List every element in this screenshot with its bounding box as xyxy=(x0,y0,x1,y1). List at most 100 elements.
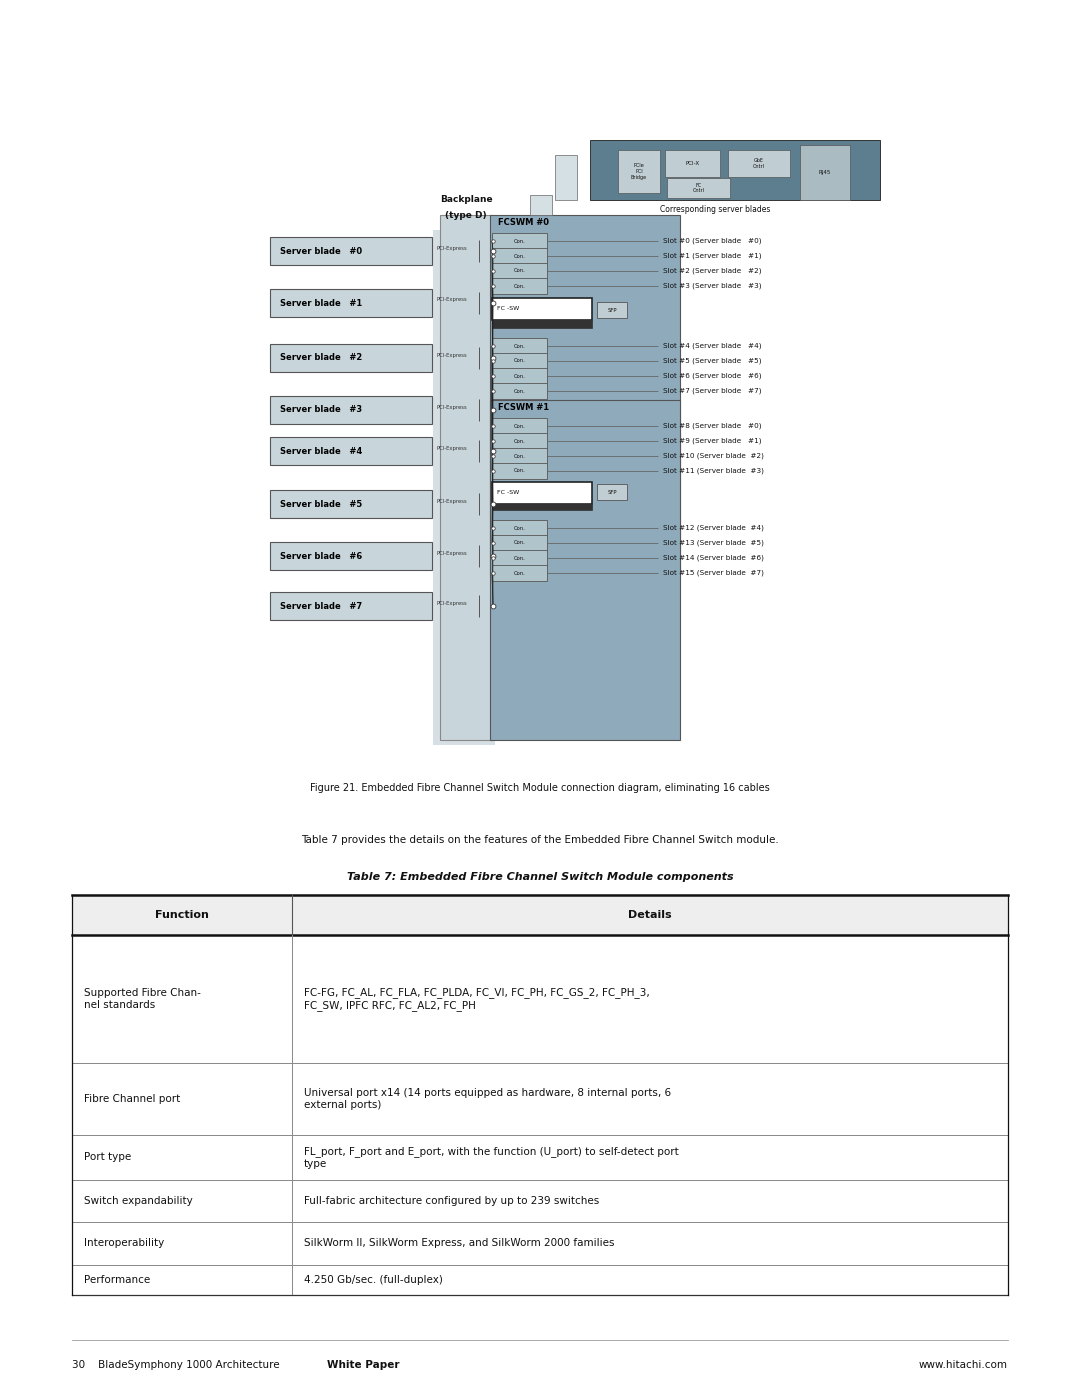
Text: Server blade   #5: Server blade #5 xyxy=(280,500,362,509)
Bar xyxy=(72,1266,1008,1295)
Bar xyxy=(72,1063,1008,1134)
Text: Figure 21. Embedded Fibre Channel Switch Module connection diagram, eliminating : Figure 21. Embedded Fibre Channel Switch… xyxy=(310,782,770,793)
Text: PCI-Express: PCI-Express xyxy=(436,601,467,605)
Bar xyxy=(597,302,627,319)
Text: GbE
Cntrl: GbE Cntrl xyxy=(753,158,765,169)
Text: Slot #11 (Server blade  #3): Slot #11 (Server blade #3) xyxy=(663,468,764,474)
Text: PCI-X: PCI-X xyxy=(686,161,700,166)
Bar xyxy=(492,418,546,434)
Bar xyxy=(492,433,546,448)
Text: Con.: Con. xyxy=(514,239,525,243)
Text: www.hitachi.com: www.hitachi.com xyxy=(919,1361,1008,1370)
Text: Slot #10 (Server blade  #2): Slot #10 (Server blade #2) xyxy=(663,453,764,460)
Bar xyxy=(270,344,432,372)
Bar xyxy=(440,215,492,740)
Bar xyxy=(728,149,789,177)
Bar xyxy=(555,155,577,200)
Text: Con.: Con. xyxy=(514,541,525,545)
Text: Con.: Con. xyxy=(514,439,525,443)
Text: Server blade   #1: Server blade #1 xyxy=(280,299,362,307)
Bar xyxy=(270,395,432,425)
Text: Con.: Con. xyxy=(514,284,525,289)
Text: PCI-Express: PCI-Express xyxy=(436,550,467,556)
Text: Slot #14 (Server blade  #6): Slot #14 (Server blade #6) xyxy=(663,555,764,562)
Text: Interoperability: Interoperability xyxy=(84,1239,164,1249)
Text: Con.: Con. xyxy=(514,344,525,348)
Bar xyxy=(433,231,495,745)
Text: SFP: SFP xyxy=(607,489,617,495)
Text: FC -SW: FC -SW xyxy=(497,306,519,312)
Text: Con.: Con. xyxy=(514,373,525,379)
Text: Server blade   #3: Server blade #3 xyxy=(280,405,362,415)
Text: Universal port x14 (14 ports equipped as hardware, 8 internal ports, 6
external : Universal port x14 (14 ports equipped as… xyxy=(303,1088,671,1109)
Text: Slot #3 (Server blade   #3): Slot #3 (Server blade #3) xyxy=(663,282,761,289)
Text: Con.: Con. xyxy=(514,556,525,560)
Text: Performance: Performance xyxy=(84,1275,150,1285)
Text: White Paper: White Paper xyxy=(327,1361,400,1370)
Text: Table 7: Embedded Fibre Channel Switch Module components: Table 7: Embedded Fibre Channel Switch M… xyxy=(347,872,733,882)
Text: Slot #8 (Server blade   #0): Slot #8 (Server blade #0) xyxy=(663,423,761,429)
Text: 30    BladeSymphony 1000 Architecture: 30 BladeSymphony 1000 Architecture xyxy=(72,1361,283,1370)
Text: 4.250 Gb/sec. (full-duplex): 4.250 Gb/sec. (full-duplex) xyxy=(303,1275,443,1285)
Text: PCI-Express: PCI-Express xyxy=(436,352,467,358)
Bar xyxy=(597,483,627,500)
Bar xyxy=(490,215,680,576)
Text: Port type: Port type xyxy=(84,1153,132,1162)
Text: Con.: Con. xyxy=(514,268,525,274)
Text: Server blade   #4: Server blade #4 xyxy=(280,447,362,455)
Text: Corresponding server blades: Corresponding server blades xyxy=(660,205,770,215)
Text: Slot #1 (Server blade   #1): Slot #1 (Server blade #1) xyxy=(663,253,761,260)
Bar xyxy=(665,149,720,177)
Bar xyxy=(667,177,730,198)
Text: PCI-Express: PCI-Express xyxy=(436,446,467,450)
Text: Con.: Con. xyxy=(514,468,525,474)
Bar xyxy=(492,320,592,328)
Text: SilkWorm II, SilkWorm Express, and SilkWorm 2000 families: SilkWorm II, SilkWorm Express, and SilkW… xyxy=(303,1239,615,1249)
Text: PCI-Express: PCI-Express xyxy=(436,298,467,303)
Text: Server blade   #6: Server blade #6 xyxy=(280,552,362,560)
Text: SFP: SFP xyxy=(607,307,617,313)
Text: Fibre Channel port: Fibre Channel port xyxy=(84,1094,180,1104)
Text: Slot #9 (Server blade   #1): Slot #9 (Server blade #1) xyxy=(663,437,761,444)
Bar xyxy=(270,437,432,465)
Text: Backplane: Backplane xyxy=(440,196,492,204)
Text: Con.: Con. xyxy=(514,253,525,258)
Bar xyxy=(492,367,546,384)
Bar xyxy=(590,140,880,200)
Bar xyxy=(492,338,546,353)
Bar xyxy=(530,196,552,215)
Bar xyxy=(492,383,546,400)
Bar xyxy=(492,249,546,264)
Bar xyxy=(492,550,546,566)
Text: Supported Fibre Chan-
nel standards: Supported Fibre Chan- nel standards xyxy=(84,988,201,1010)
Text: Switch expandability: Switch expandability xyxy=(84,1196,192,1206)
Bar xyxy=(270,542,432,570)
Text: Con.: Con. xyxy=(514,423,525,429)
Text: FCSWM #1: FCSWM #1 xyxy=(498,402,549,412)
Text: Slot #4 (Server blade   #4): Slot #4 (Server blade #4) xyxy=(663,342,761,349)
Text: Server blade   #0: Server blade #0 xyxy=(280,246,362,256)
Bar xyxy=(72,935,1008,1063)
Bar xyxy=(492,535,546,550)
Bar xyxy=(490,400,680,740)
Text: Server blade   #2: Server blade #2 xyxy=(280,353,362,362)
Text: Con.: Con. xyxy=(514,388,525,394)
Text: PCI-Express: PCI-Express xyxy=(436,499,467,503)
Text: Slot #5 (Server blade   #5): Slot #5 (Server blade #5) xyxy=(663,358,761,365)
Text: Slot #0 (Server blade   #0): Slot #0 (Server blade #0) xyxy=(663,237,761,244)
Bar xyxy=(492,462,546,479)
Text: FCSWM #0: FCSWM #0 xyxy=(498,218,549,226)
Bar xyxy=(270,237,432,265)
Text: Table 7 provides the details on the features of the Embedded Fibre Channel Switc: Table 7 provides the details on the feat… xyxy=(301,835,779,845)
Bar xyxy=(492,564,546,581)
Bar xyxy=(492,353,546,369)
Text: (type D): (type D) xyxy=(445,211,487,219)
Text: Full-fabric architecture configured by up to 239 switches: Full-fabric architecture configured by u… xyxy=(303,1196,599,1206)
Bar xyxy=(800,145,850,200)
Bar xyxy=(270,490,432,518)
Bar xyxy=(618,149,660,193)
Text: Slot #13 (Server blade  #5): Slot #13 (Server blade #5) xyxy=(663,539,764,546)
Text: Con.: Con. xyxy=(514,570,525,576)
Text: PCIe
PCI
Bridge: PCIe PCI Bridge xyxy=(631,163,647,180)
Bar xyxy=(492,233,546,249)
